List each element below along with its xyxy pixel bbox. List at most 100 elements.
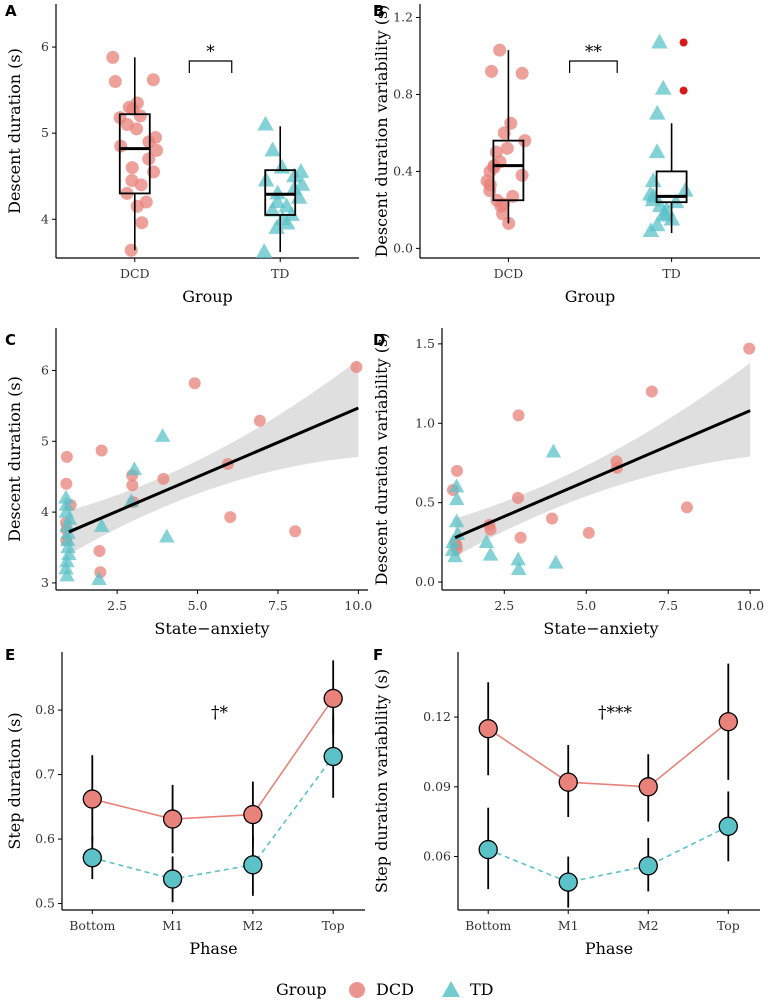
y-tick-label: 0.06	[423, 849, 451, 864]
td-point	[273, 158, 291, 174]
td-point	[154, 428, 171, 442]
y-tick-label: 3	[41, 575, 49, 590]
dcd-point	[504, 116, 518, 130]
confidence-ribbon	[455, 362, 751, 557]
td-point	[677, 181, 694, 197]
td-series-line	[92, 756, 334, 880]
dcd-point	[558, 772, 578, 792]
dcd-point	[108, 74, 122, 88]
panel-letter: B	[373, 2, 384, 20]
x-tick-label: 10.0	[344, 598, 372, 613]
dcd-point	[512, 491, 525, 504]
dcd-point	[515, 168, 529, 182]
td-point	[651, 33, 668, 49]
significance-label: †***	[598, 703, 633, 723]
dcd-point	[323, 688, 343, 709]
dcd-point	[350, 360, 363, 373]
dcd-point	[106, 50, 120, 64]
box-iqr	[264, 169, 297, 216]
dcd-point	[743, 342, 756, 355]
significance-bracket	[188, 60, 233, 73]
x-tick-label: 2.5	[494, 598, 514, 613]
legend: Group DCD TD	[276, 980, 494, 999]
y-tick-label: 0.09	[423, 779, 451, 794]
dcd-point	[500, 141, 514, 155]
significance-bracket	[569, 60, 618, 73]
y-tick-label: 0.6	[35, 831, 55, 846]
dcd-point	[60, 477, 73, 490]
td-point	[93, 518, 110, 532]
panel-letter: E	[5, 646, 15, 664]
x-tick-label: TD	[662, 266, 680, 281]
dcd-point	[496, 207, 510, 221]
dcd-point	[718, 712, 738, 732]
td-point	[510, 561, 527, 575]
td-point	[448, 478, 465, 493]
y-tick-label: 0.0	[393, 240, 413, 255]
dcd-point	[451, 464, 464, 477]
dcd-point	[126, 479, 139, 492]
td-point	[60, 525, 76, 539]
y-tick-label: 1.5	[415, 336, 435, 351]
dcd-point	[546, 512, 559, 525]
y-tick-label: 0.12	[423, 709, 451, 724]
td-point	[648, 143, 666, 159]
y-tick-label: 4	[41, 211, 49, 226]
regression-line	[454, 409, 751, 539]
dcd-point	[243, 804, 263, 825]
td-point	[642, 222, 660, 238]
td-point	[548, 554, 564, 569]
dcd-point	[638, 777, 658, 797]
y-tick-label: 1.2	[393, 9, 413, 24]
dcd-point	[134, 178, 148, 192]
legend-dcd-label: DCD	[376, 980, 414, 999]
dcd-point	[130, 122, 144, 136]
legend-title: Group	[276, 980, 327, 999]
x-tick-label: 5.0	[188, 598, 208, 613]
box-outlier	[679, 86, 688, 95]
y-axis-title: Step duration variability (s)	[372, 669, 391, 893]
panel-c: C 3 4 5 6 Descent duration (s) State−anxiety 2.…	[5, 328, 372, 638]
dcd-point	[150, 143, 164, 157]
box-iqr	[492, 139, 525, 202]
td-point	[59, 518, 76, 532]
y-tick-label: 0.8	[393, 86, 413, 101]
x-tick-label: 7.5	[268, 598, 288, 613]
td-point	[264, 141, 281, 157]
y-axis-title: Descent duration (s)	[5, 376, 24, 542]
td-point	[478, 534, 495, 548]
td-point	[545, 443, 562, 458]
x-tick-label: 7.5	[658, 598, 678, 613]
dcd-point	[146, 73, 160, 87]
confidence-ribbon	[68, 359, 359, 555]
td-point	[58, 496, 75, 511]
dcd-point	[515, 66, 529, 80]
x-tick-label: TD	[271, 266, 289, 281]
dcd-point	[157, 472, 170, 485]
td-point	[59, 567, 75, 582]
y-tick-label: 6	[41, 39, 49, 54]
td-point	[126, 461, 143, 476]
x-tick-label: M2	[243, 918, 264, 933]
td-point	[91, 571, 107, 585]
x-tick-label: Bottom	[69, 918, 115, 933]
dcd-point	[95, 444, 108, 457]
dcd-point	[125, 161, 139, 175]
dcd-point	[60, 450, 73, 463]
x-axis-title: State−anxiety	[543, 619, 658, 638]
y-tick-label: 0.5	[35, 896, 55, 911]
dcd-point	[582, 526, 595, 539]
td-series-line	[487, 825, 729, 883]
td-point	[445, 534, 461, 548]
panel-letter: D	[373, 331, 385, 349]
y-tick-label: 0.4	[393, 163, 413, 178]
box-outlier	[679, 38, 688, 47]
x-tick-label: Bottom	[465, 918, 511, 933]
x-tick-label: M1	[558, 918, 579, 933]
panel-e: E 0.5 0.6 0.7 0.8 Step duration (s) Phase Botto…	[5, 646, 365, 958]
x-tick-label: Top	[322, 918, 345, 933]
dcd-point	[124, 243, 138, 257]
dcd-point	[518, 134, 532, 148]
y-tick-label: 0.5	[415, 495, 435, 510]
dcd-series-line	[92, 697, 334, 820]
